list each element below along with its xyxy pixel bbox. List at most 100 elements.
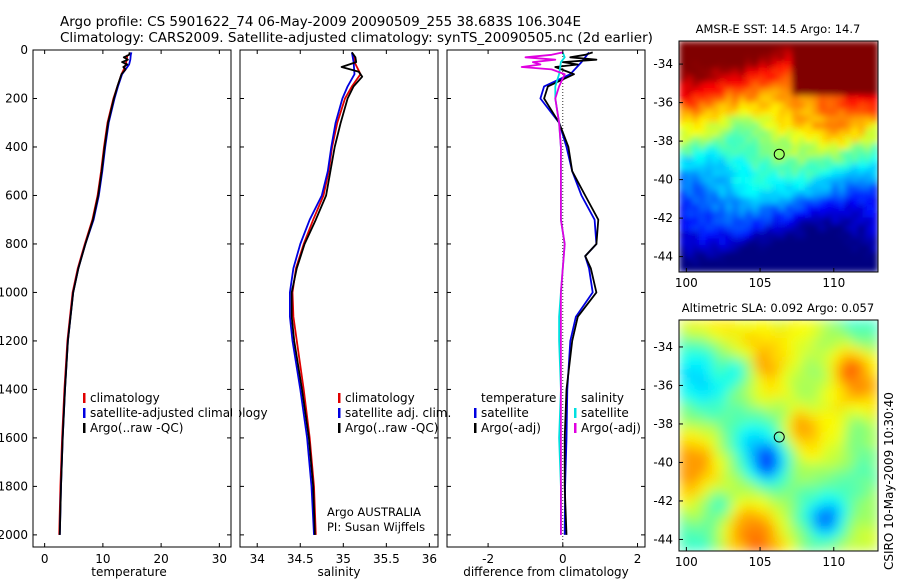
heatmap-cell [751, 517, 760, 525]
heatmap-cell [778, 265, 786, 272]
heatmap-cell [811, 95, 819, 103]
heatmap-cell [745, 455, 753, 464]
heatmap-cell [732, 462, 740, 471]
heatmap-cell [864, 483, 872, 491]
heatmap-cell [871, 353, 878, 362]
heatmap-cell [725, 258, 733, 266]
heatmap-cell [838, 326, 846, 335]
heatmap-cell [732, 108, 740, 117]
heatmap-cell [818, 183, 826, 192]
heatmap-cell [679, 115, 687, 124]
heatmap-cell [712, 170, 720, 178]
heatmap-cell [851, 163, 859, 171]
heatmap-cell [698, 258, 707, 266]
heatmap-cell [805, 510, 813, 518]
heatmap-cell [745, 54, 753, 62]
heatmap-cell [818, 149, 826, 158]
heatmap-cell [818, 462, 826, 471]
heatmap-cell [778, 483, 786, 491]
heatmap-cell [851, 510, 859, 518]
heatmap-cell [725, 435, 733, 443]
heatmap-cell [679, 74, 687, 83]
heatmap-cell [838, 74, 846, 83]
heatmap-cell [751, 469, 760, 477]
heatmap-cell [805, 142, 813, 151]
heatmap-cell [745, 115, 753, 124]
heatmap-cell [732, 503, 740, 511]
heatmap-cell [679, 81, 687, 90]
heatmap-cell [838, 217, 846, 226]
heatmap-cell [778, 442, 786, 450]
heatmap-cell [705, 530, 713, 539]
heatmap-cell [844, 108, 853, 117]
heatmap-cell [745, 102, 753, 110]
heatmap-cell [831, 523, 839, 532]
heatmap-cell [679, 47, 687, 56]
heatmap-cell [751, 115, 760, 124]
heatmap-cell [738, 421, 746, 430]
heatmap-cell [751, 347, 760, 355]
heatmap-cell [831, 455, 839, 464]
heatmap-cell [705, 387, 713, 396]
heatmap-cell [798, 367, 806, 375]
heatmap-cell [858, 537, 866, 545]
heatmap-cell [851, 523, 859, 532]
heatmap-cell [805, 517, 813, 525]
heatmap-cell [765, 190, 773, 198]
heatmap-cell [858, 517, 866, 525]
heatmap-cell [765, 483, 773, 491]
heatmap-cell [771, 496, 780, 505]
sla-map-frame [678, 319, 879, 552]
heatmap-cell [738, 122, 746, 130]
heatmap-cell [785, 217, 793, 226]
heatmap-cell [718, 503, 727, 511]
heatmap-cell [679, 523, 687, 532]
heatmap-cell [805, 387, 813, 396]
heatmap-cell [732, 231, 740, 239]
heatmap-cell [858, 320, 866, 328]
heatmap-cell [718, 530, 727, 539]
heatmap-cell [811, 530, 819, 539]
heatmap-cell [705, 428, 713, 437]
heatmap-cell [798, 190, 806, 198]
heatmap-cell [679, 88, 687, 96]
heatmap-cell [871, 108, 878, 117]
heatmap-cell [798, 544, 806, 551]
heatmap-cell [778, 68, 786, 76]
heatmap-cell [765, 449, 773, 457]
heatmap-cell [732, 353, 740, 362]
heatmap-cell [798, 251, 806, 260]
heatmap-cell [765, 81, 773, 90]
heatmap-cell [758, 455, 766, 464]
heatmap-cell [798, 238, 806, 246]
heatmap-cell [718, 381, 727, 389]
annotation-pi: PI: Susan Wijffels [327, 520, 425, 534]
heatmap-cell [732, 142, 740, 151]
heatmap-cell [771, 353, 780, 362]
heatmap-cell [844, 170, 853, 178]
heatmap-cell [765, 442, 773, 450]
heatmap-cell [831, 489, 839, 498]
heatmap-cell [718, 544, 727, 551]
heatmap-cell [818, 435, 826, 443]
heatmap-cell [798, 204, 806, 212]
heatmap-cell [798, 217, 806, 226]
heatmap-cell [758, 401, 766, 409]
heatmap-cell [871, 381, 878, 389]
x-tick-label: 105 [749, 555, 772, 569]
heatmap-cell [851, 136, 859, 144]
heatmap-cell [758, 537, 766, 545]
heatmap-cell [864, 428, 872, 437]
heatmap-cell [791, 347, 799, 355]
heatmap-cell [844, 88, 853, 96]
heatmap-cell [712, 340, 720, 348]
heatmap-cell [778, 510, 786, 518]
heatmap-cell [858, 353, 866, 362]
heatmap-cell [851, 381, 859, 389]
heatmap-cell [698, 537, 707, 545]
heatmap-cell [712, 41, 720, 49]
heatmap-cell [798, 435, 806, 443]
heatmap-cell [685, 142, 693, 151]
heatmap-cell [818, 224, 826, 232]
